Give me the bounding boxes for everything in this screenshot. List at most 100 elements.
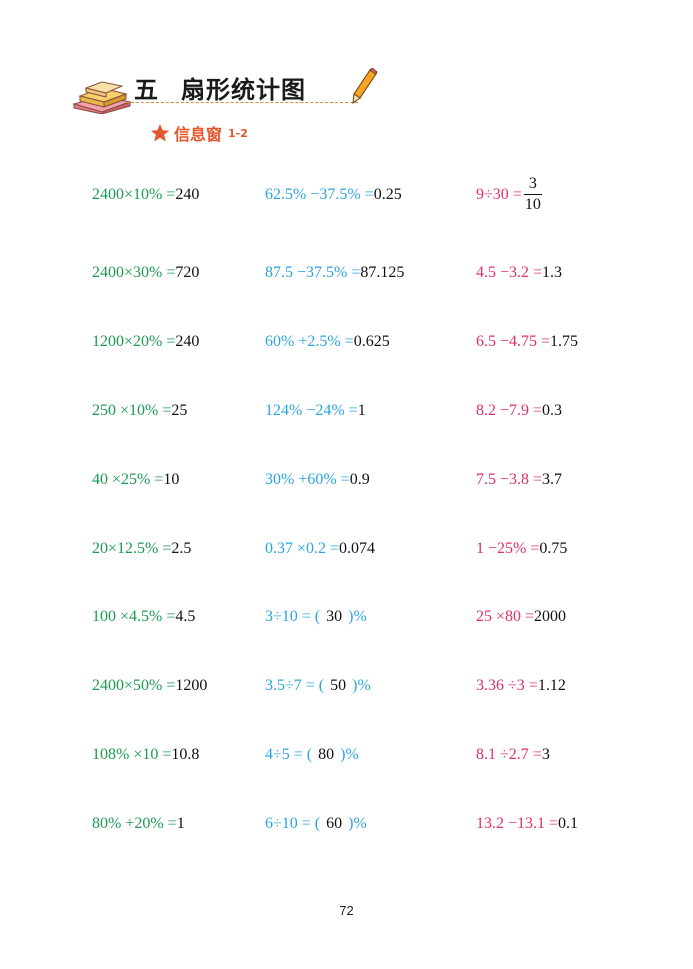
expression-text: 2400×50% = (92, 677, 176, 694)
expression-text: 30% +60% = (265, 471, 350, 488)
exercise-row: 2400×50% = 1200 3.5÷7 = (50)% 3.36 ÷3 = 1.12 (0, 667, 693, 707)
expression-text: 80% +20% = (92, 815, 177, 832)
expression-text: 2400×10% = (92, 186, 176, 203)
pencil-icon (352, 68, 378, 105)
exercise-c2: 87.5 −37.5% = 87.125 (265, 264, 404, 282)
expression-suffix: )% (348, 608, 367, 625)
answer-text: 0.3 (542, 402, 563, 419)
exercise-row: 80% +20% = 1 6÷10 = (60)% 13.2 −13.1 = 0.1 (0, 805, 693, 845)
expression-text: 2400×30% = (92, 264, 176, 281)
expression-text: 6.5 −4.75 = (476, 333, 551, 350)
answer-text: 50 (330, 677, 347, 694)
answer-text: 1200 (175, 677, 208, 694)
expression-text: 4÷5 = ( (265, 746, 313, 763)
section-sub: 1-2 (228, 126, 248, 140)
chapter-name: 扇形统计图 (181, 76, 306, 104)
answer-text: 0.9 (349, 471, 370, 488)
expression-text: 9÷30 = (476, 185, 522, 203)
expression-text: 1 −25% = (476, 540, 540, 557)
expression-text: 4.5 −3.2 = (476, 264, 543, 281)
exercise-c3: 1 −25% = 0.75 (476, 540, 567, 558)
section-heading: 信息窗 1-2 (150, 121, 248, 145)
exercise-c2: 0.37 ×0.2 = 0.074 (265, 540, 375, 558)
exercise-c3: 6.5 −4.75 = 1.75 (476, 333, 578, 351)
expression-text: 13.2 −13.1 = (476, 815, 559, 832)
exercise-row: 250 ×10% = 25 124% −24% = 1 8.2 −7.9 = 0.3 (0, 392, 693, 432)
page-number: 72 (339, 903, 354, 918)
exercise-row: 40 ×25% = 10 30% +60% = 0.9 7.5 −3.8 = 3.7 (0, 461, 693, 501)
exercise-c1: 2400×30% = 720 (92, 264, 199, 282)
exercise-c1: 2400×10% = 240 (92, 186, 199, 204)
answer-text: 0.074 (339, 540, 376, 557)
exercise-row: 20×12.5% = 2.5 0.37 ×0.2 = 0.074 1 −25% = 0.7… (0, 530, 693, 570)
expression-text: 3.5÷7 = ( (265, 677, 325, 694)
expression-suffix: )% (340, 746, 359, 763)
exercise-c2: 3÷10 = (30)% (265, 608, 367, 626)
fraction-numerator: 3 (528, 175, 537, 192)
exercise-c2: 124% −24% = 1 (265, 402, 366, 420)
answer-text: 0.25 (373, 186, 402, 203)
exercise-c1: 108% ×10 = 10.8 (92, 746, 199, 764)
answer-text: 1.75 (550, 333, 579, 350)
expression-text: 40 ×25% = (92, 471, 164, 488)
section-label: 信息窗 (174, 125, 223, 144)
answer-text: 3 (541, 746, 550, 763)
exercise-c1: 1200×20% = 240 (92, 333, 199, 351)
answer-text: 10 (163, 471, 180, 488)
expression-text: 20×12.5% = (92, 540, 172, 557)
expression-text: 8.1 ÷2.7 = (476, 746, 542, 763)
exercise-c3: 25 ×80 = 2000 (476, 608, 566, 626)
answer-text: 1.12 (537, 677, 566, 694)
expression-text: 8.2 −7.9 = (476, 402, 543, 419)
expression-text: 250 ×10% = (92, 402, 172, 419)
exercise-c3: 8.2 −7.9 = 0.3 (476, 402, 562, 420)
exercise-c3: 13.2 −13.1 = 0.1 (476, 815, 578, 833)
exercise-c1: 250 ×10% = 25 (92, 402, 187, 420)
exercise-c2: 6÷10 = ( 60)% (265, 815, 367, 833)
expression-text: 87.5 −37.5% = (265, 264, 361, 281)
expression-text: 124% −24% = (265, 402, 358, 419)
fraction-denominator: 10 (524, 196, 541, 213)
answer-text: 87.125 (360, 264, 405, 281)
expression-text: 6÷10 = ( (265, 815, 321, 832)
exercise-row: 1200×20% = 240 60% +2.5% = 0.625 6.5 −4.75 =… (0, 323, 693, 363)
exercise-c3: 4.5 −3.2 = 1.3 (476, 264, 562, 282)
expression-text: 108% ×10 = (92, 746, 172, 763)
answer-text: 240 (175, 333, 200, 350)
chapter-header: 五扇形统计图 (72, 66, 392, 116)
exercise-c2: 60% +2.5% = 0.625 (265, 333, 390, 351)
expression-text: 1200×20% = (92, 333, 176, 350)
expression-text: 100 ×4.5% = (92, 608, 176, 625)
exercise-c2: 3.5÷7 = (50)% (265, 677, 371, 695)
exercise-c1: 100 ×4.5% = 4.5 (92, 608, 195, 626)
exercise-c1: 20×12.5% = 2.5 (92, 540, 191, 558)
exercise-c3: 8.1 ÷2.7 = 3 (476, 746, 550, 764)
expression-suffix: )% (348, 815, 367, 832)
expression-text: 7.5 −3.8 = (476, 471, 543, 488)
answer-text: 720 (175, 264, 200, 281)
expression-text: 25 ×80 = (476, 608, 535, 625)
answer-text: 240 (175, 186, 200, 203)
expression-text: 60% +2.5% = (265, 333, 354, 350)
answer-text: 0.625 (353, 333, 390, 350)
exercise-c3: 9÷30 = 3 10 (476, 176, 542, 213)
title-underline (126, 102, 358, 103)
exercise-c1: 2400×50% = 1200 (92, 677, 207, 695)
exercise-row: 2400×30% = 720 87.5 −37.5% = 87.125 4.5 −3.2… (0, 254, 693, 294)
answer-text: 2.5 (171, 540, 192, 557)
exercise-row: 108% ×10 = 10.8 4÷5 = ( 80)% 8.1 ÷2.7 = 3 (0, 736, 693, 776)
exercise-c2: 4÷5 = ( 80)% (265, 746, 359, 764)
answer-text: 60 (326, 815, 343, 832)
answer-text: 0.75 (539, 540, 568, 557)
expression-text: 62.5% −37.5% = (265, 186, 374, 203)
answer-text: 25 (171, 402, 188, 419)
answer-text: 80 (318, 746, 335, 763)
answer-text: 30 (326, 608, 343, 625)
exercise-c2: 62.5% −37.5% = 0.25 (265, 186, 402, 204)
exercise-grid: 2400×10% = 240 62.5% −37.5% = 0.25 9÷30 = 3 10… (0, 176, 693, 845)
answer-text: 4.5 (175, 608, 196, 625)
exercise-c1: 40 ×25% = 10 (92, 471, 179, 489)
answer-fraction: 3 10 (523, 175, 542, 213)
answer-text: 1 (357, 402, 366, 419)
exercise-c2: 30% +60% = 0.9 (265, 471, 370, 489)
